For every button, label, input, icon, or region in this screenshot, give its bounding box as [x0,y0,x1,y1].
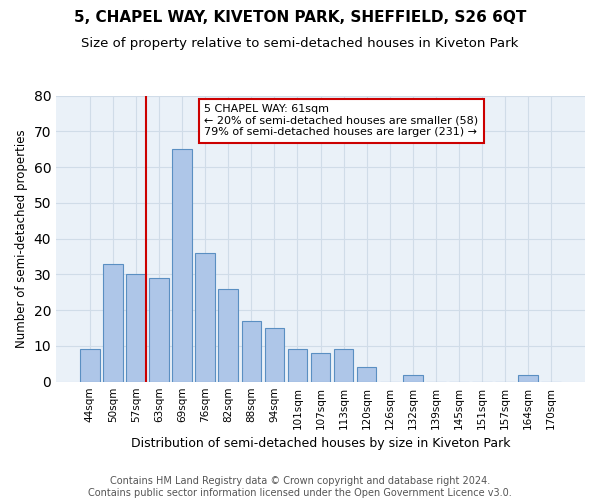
Bar [357,368,376,382]
Bar [518,374,538,382]
Bar [196,253,215,382]
Text: Size of property relative to semi-detached houses in Kiveton Park: Size of property relative to semi-detach… [82,38,518,51]
X-axis label: Distribution of semi-detached houses by size in Kiveton Park: Distribution of semi-detached houses by … [131,437,510,450]
Bar [403,374,422,382]
Bar [218,288,238,382]
Bar [80,350,100,382]
Bar [242,321,261,382]
Text: Contains HM Land Registry data © Crown copyright and database right 2024.
Contai: Contains HM Land Registry data © Crown c… [88,476,512,498]
Bar [149,278,169,382]
Text: 5, CHAPEL WAY, KIVETON PARK, SHEFFIELD, S26 6QT: 5, CHAPEL WAY, KIVETON PARK, SHEFFIELD, … [74,10,526,25]
Bar [311,353,331,382]
Text: 5 CHAPEL WAY: 61sqm
← 20% of semi-detached houses are smaller (58)
79% of semi-d: 5 CHAPEL WAY: 61sqm ← 20% of semi-detach… [204,104,478,138]
Bar [172,149,192,382]
Bar [126,274,146,382]
Y-axis label: Number of semi-detached properties: Number of semi-detached properties [15,130,28,348]
Bar [287,350,307,382]
Bar [103,264,123,382]
Bar [334,350,353,382]
Bar [265,328,284,382]
